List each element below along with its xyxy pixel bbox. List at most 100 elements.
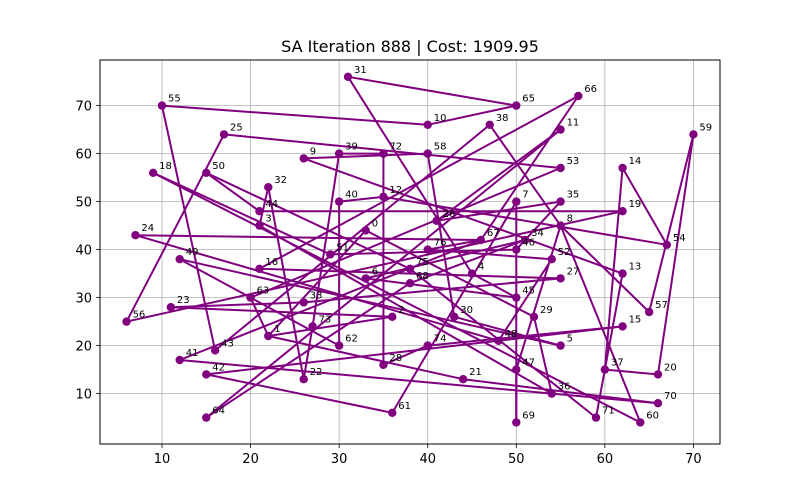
route-segment: [453, 315, 562, 347]
city-label: 31: [354, 65, 367, 76]
route-segment: [205, 282, 411, 419]
city-label: 1: [274, 324, 280, 335]
city-label: 76: [434, 238, 447, 249]
route-segment: [559, 224, 651, 313]
city-point: [334, 341, 344, 350]
city-point: [157, 101, 167, 110]
route-segment: [152, 171, 332, 256]
route-segment: [125, 133, 225, 323]
city-label: 29: [540, 305, 553, 316]
city-point: [547, 389, 556, 398]
city-point: [423, 149, 432, 158]
city-label: 7: [522, 190, 528, 201]
route-segment: [223, 133, 562, 169]
city-point: [379, 360, 388, 369]
city-label: 25: [230, 122, 243, 133]
city-point: [264, 331, 273, 341]
city-point: [591, 413, 601, 422]
city-point: [520, 235, 530, 245]
city-point: [388, 408, 397, 417]
route-segment: [258, 95, 580, 270]
city-label: 52: [558, 247, 571, 258]
city-point: [529, 312, 539, 321]
city-point: [334, 197, 344, 206]
x-tick-label: 20: [242, 452, 259, 467]
city-point: [326, 250, 335, 259]
city-point: [299, 298, 308, 307]
city-point: [556, 163, 565, 173]
city-label: 47: [522, 358, 535, 369]
city-point: [361, 274, 370, 283]
city-label: 20: [664, 362, 677, 373]
city-label: 75: [416, 257, 429, 268]
city-point: [299, 375, 308, 384]
city-point: [166, 303, 176, 312]
city-label: 44: [265, 199, 278, 210]
city-label: 0: [372, 218, 378, 229]
city-point: [148, 168, 158, 177]
city-point: [255, 207, 264, 216]
city-point: [556, 197, 565, 206]
route-segment: [409, 267, 597, 419]
y-tick-label: 70: [75, 100, 92, 115]
city-label: 49: [186, 247, 199, 258]
city-point: [556, 274, 565, 283]
city-label: 21: [469, 367, 482, 378]
city-label: 65: [522, 94, 535, 105]
city-label: 67: [487, 228, 500, 239]
route-segment: [364, 277, 518, 299]
city-point: [644, 307, 654, 317]
city-point: [476, 235, 486, 245]
city-point: [264, 183, 273, 192]
x-tick-label: 50: [508, 452, 525, 467]
city-point: [689, 130, 698, 139]
city-label: 16: [265, 257, 278, 268]
plot-frame: [99, 59, 721, 445]
city-point: [618, 207, 627, 216]
city-point: [423, 341, 432, 350]
route-segment: [249, 167, 562, 299]
city-point: [662, 240, 672, 249]
city-point: [405, 264, 415, 273]
city-point: [255, 221, 264, 230]
city-label: 40: [345, 190, 358, 201]
route-segment: [205, 325, 624, 376]
city-point: [405, 279, 415, 288]
city-point: [334, 149, 344, 158]
city-label: 38: [496, 113, 509, 124]
city-label: 4: [478, 262, 484, 273]
city-point: [450, 312, 459, 321]
route-segment: [311, 152, 341, 328]
city-point: [458, 375, 468, 384]
city-point: [512, 365, 521, 374]
city-label: 55: [168, 94, 181, 105]
route-segment: [603, 167, 624, 371]
city-point: [423, 120, 432, 129]
city-label: 61: [398, 401, 411, 412]
city-label: 32: [274, 175, 287, 186]
route-segment: [471, 272, 518, 299]
city-label: 37: [611, 358, 624, 369]
route-segment: [409, 239, 527, 285]
city-label: 73: [319, 314, 332, 325]
route-segment: [267, 229, 367, 337]
y-tick-label: 50: [75, 196, 92, 211]
route-segment: [267, 315, 394, 337]
city-label: 35: [567, 190, 580, 201]
y-axis-ticks: 10 20 30 40 50 60 70: [75, 100, 100, 403]
city-point: [379, 192, 388, 201]
route-segment: [205, 373, 394, 414]
route-segment: [302, 152, 429, 160]
city-label: 8: [567, 214, 573, 225]
city-label: 39: [345, 142, 358, 153]
x-axis-ticks: 10 20 30 40 50 60 70: [154, 444, 702, 467]
city-point: [175, 355, 184, 365]
route-segment: [426, 104, 518, 126]
city-point: [512, 245, 521, 254]
city-point: [131, 231, 140, 240]
x-tick-label: 60: [597, 452, 614, 467]
city-label: 36: [558, 382, 571, 393]
y-tick-label: 30: [75, 292, 92, 307]
city-label: 54: [673, 233, 686, 244]
city-point: [556, 125, 565, 134]
